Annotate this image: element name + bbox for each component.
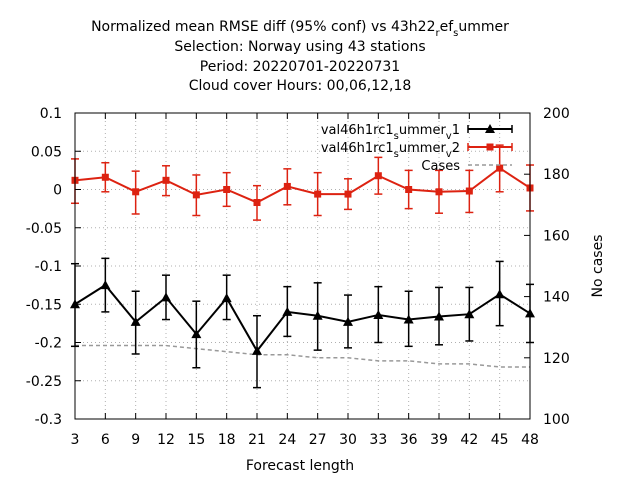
data-point-v2 [192, 191, 200, 199]
y2-tick-label: 100 [543, 412, 570, 428]
series-line-v2 [74, 166, 531, 204]
grid [74, 112, 531, 420]
y-tick-label: -0.15 [26, 297, 62, 313]
data-point-v1 [373, 309, 384, 319]
data-point-v2 [223, 186, 231, 193]
data-point-v2 [344, 190, 352, 198]
data-point-v2 [253, 199, 261, 207]
data-point-v1 [464, 309, 475, 319]
y2-tick-label: 200 [543, 106, 570, 122]
x-tick-label: 21 [248, 432, 266, 448]
y-tick-label: 0.1 [40, 106, 62, 122]
axes: 3 6 9 12 15 18 21 24 27 30 33 36 39 42 45 480.10.050-0.… [26, 106, 570, 448]
y2-axis-label: No cases [590, 235, 606, 298]
data-point-v1 [403, 314, 414, 324]
data-point-v1 [191, 329, 202, 339]
y-tick-label: -0.25 [26, 374, 62, 390]
legend-marks [467, 124, 513, 166]
y2-tick-label: 140 [543, 290, 570, 306]
y-tick-label: 0.05 [31, 144, 62, 160]
cases-line [75, 344, 530, 368]
cases-series [75, 344, 530, 368]
y2-tick-label: 120 [543, 351, 570, 367]
x-tick-label: 24 [278, 432, 296, 448]
data-point-v2 [283, 182, 291, 190]
x-tick-label: 12 [157, 432, 175, 448]
x-axis-label: Forecast length [246, 458, 354, 474]
data-point-v1 [161, 292, 171, 302]
x-tick-label: 33 [369, 432, 387, 448]
y-tick-label: -0.3 [35, 412, 62, 428]
data-point-v1 [312, 310, 323, 320]
x-tick-label: 9 [131, 432, 140, 448]
x-tick-label: 3 [71, 432, 80, 448]
data-point-v1 [343, 316, 353, 326]
y-tick-label: -0.1 [35, 259, 62, 275]
legend-label-v2: val46h1rc1summerv2 [321, 141, 460, 160]
legend-marker-v2 [486, 143, 494, 151]
y-tick-label: 0 [53, 183, 62, 199]
data-point-v1 [282, 306, 293, 316]
title-line-1: Normalized mean RMSE diff (95% conf) vs … [91, 19, 509, 39]
data-point-v1 [494, 289, 505, 299]
data-point-v2 [374, 172, 382, 180]
legend-label-v1: val46h1rc1summerv1 [321, 123, 460, 142]
x-tick-label: 42 [460, 432, 478, 448]
legend: val46h1rc1summerv1 val46h1rc1summerv2 Ca… [321, 123, 513, 174]
series-line-v1 [74, 283, 531, 353]
data-point-v2 [162, 176, 170, 184]
data-point-v1 [221, 293, 232, 303]
x-tick-label: 15 [187, 432, 205, 448]
data-point-v1 [434, 311, 444, 321]
x-tick-label: 48 [521, 432, 539, 448]
title-line-4: Cloud cover Hours: 00,06,12,18 [189, 78, 412, 94]
y-tick-label: -0.2 [35, 336, 62, 352]
data-point-v2 [435, 188, 443, 196]
chart-title: Normalized mean RMSE diff (95% conf) vs … [91, 19, 509, 94]
x-tick-label: 39 [430, 432, 448, 448]
data-point-v1 [130, 316, 141, 326]
legend-marker-v1 [485, 124, 495, 133]
data-point-v1 [252, 345, 262, 355]
y2-tick-label: 180 [543, 167, 570, 183]
data-point-v2 [405, 186, 413, 193]
data-point-v2 [465, 187, 473, 195]
data-point-v2 [132, 188, 140, 196]
x-tick-label: 27 [309, 432, 327, 448]
title-line-2: Selection: Norway using 43 stations [174, 39, 425, 55]
data-point-v2 [496, 164, 504, 172]
data-point-v2 [314, 190, 322, 198]
x-tick-label: 30 [339, 432, 357, 448]
x-tick-label: 18 [218, 432, 236, 448]
legend-label-cases: Cases [421, 159, 460, 174]
x-tick-label: 45 [491, 432, 509, 448]
data-point-v2 [101, 173, 109, 181]
data-point-v1 [100, 280, 111, 290]
series-v2 [71, 144, 534, 221]
x-tick-label: 36 [400, 432, 418, 448]
y2-tick-label: 160 [543, 228, 570, 244]
y-tick-label: -0.05 [26, 221, 62, 237]
x-tick-label: 6 [101, 432, 110, 448]
series-v1 [70, 257, 535, 389]
title-line-3: Period: 20220701-20220731 [200, 59, 400, 75]
